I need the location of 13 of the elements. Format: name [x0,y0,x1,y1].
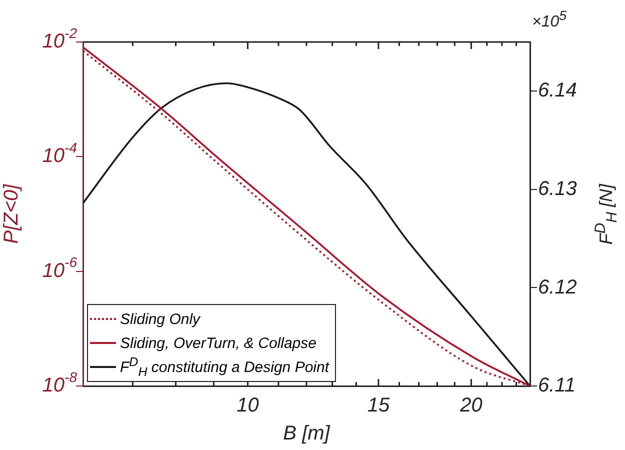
legend-label: Sliding, OverTurn, & Collapse [120,334,316,352]
legend-label: Sliding Only [120,310,200,328]
y2-tick-label: 6.14 [538,80,577,102]
x-tick-label: 20 [459,394,482,417]
x-tick-label: 10 [236,394,259,417]
y-axis-title: P[Z<0] [0,184,23,244]
y2-tick-label: 6.11 [538,374,576,397]
y2-tick-label: 6.13 [538,178,577,200]
x-tick-label: 15 [367,394,390,417]
x-axis-title: B [m] [283,422,330,445]
text: ×10$^{5}$ [532,8,567,32]
y2-tick-label: 6.12 [538,276,577,298]
legend-label: F$^{D}$$_{H}$ constituting a Design Point [120,355,330,379]
